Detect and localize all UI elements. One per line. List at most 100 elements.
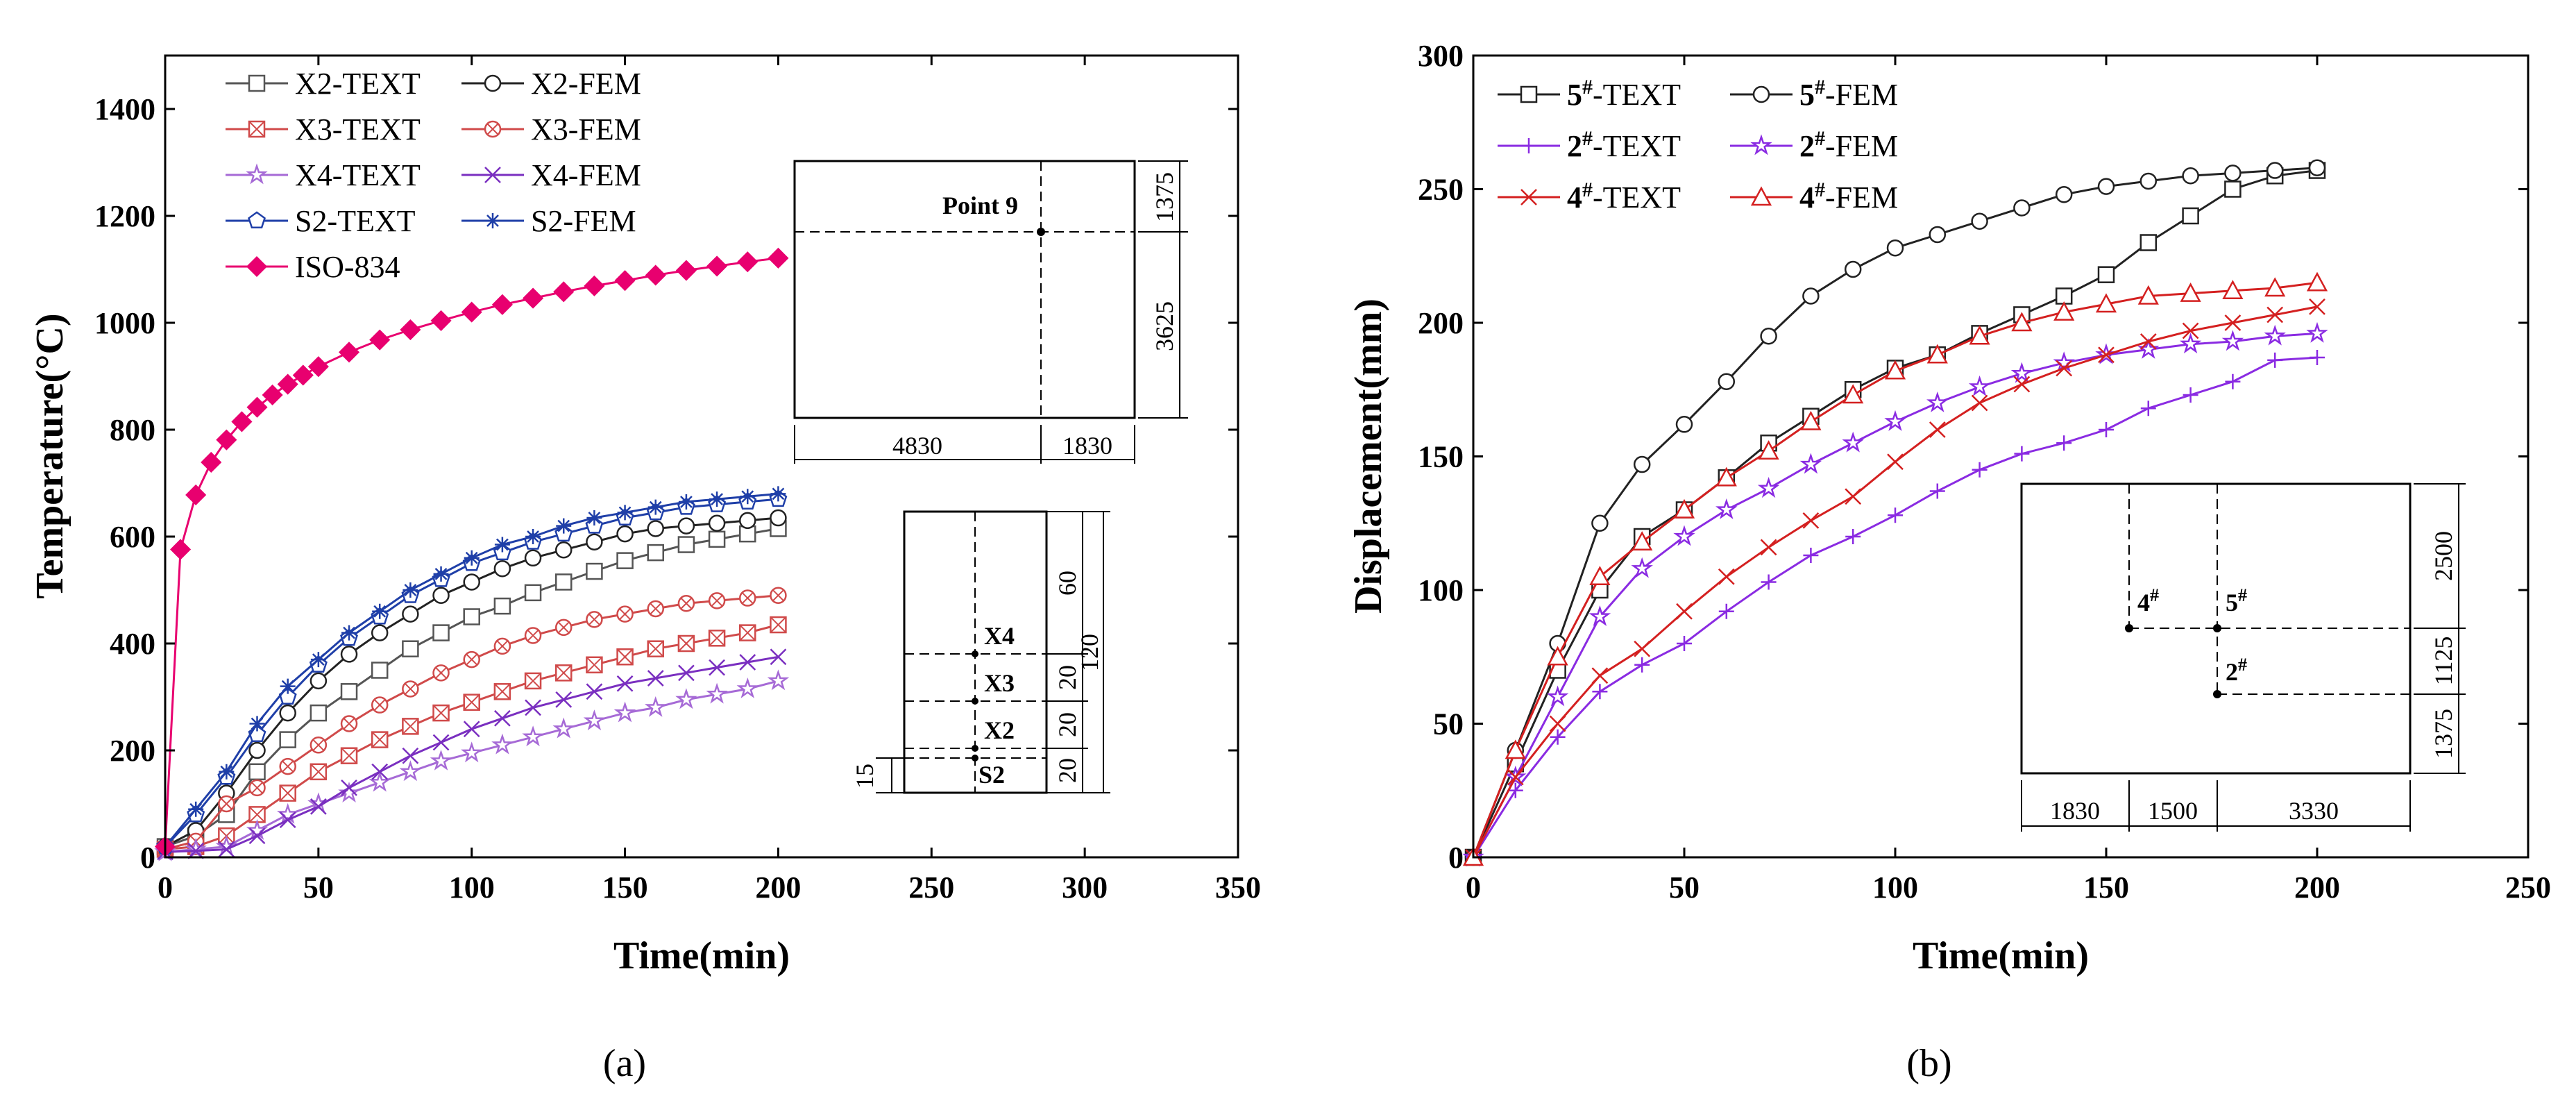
series-iso-834 [154, 247, 789, 857]
data-point [1972, 462, 1988, 478]
x-tick-label: 100 [1872, 870, 1918, 905]
data-point [647, 544, 664, 562]
legend-item: 4#-TEXT [1498, 178, 1681, 214]
data-point [402, 582, 418, 598]
point-9-label: Point 9 [942, 192, 1018, 219]
data-point [647, 499, 663, 515]
series-x4-text [154, 669, 790, 861]
data-point [1760, 328, 1777, 345]
data-point [2097, 178, 2115, 195]
data-point [432, 734, 450, 751]
data-point [1888, 507, 1903, 523]
legend-marker [246, 255, 268, 278]
data-point [310, 737, 328, 754]
data-point [402, 640, 419, 657]
inset-top-dim-4830: 4830 [892, 432, 942, 460]
data-point [218, 795, 235, 813]
data-point [1549, 715, 1566, 732]
point-5-label: 5# [2226, 585, 2247, 616]
data-point [706, 682, 728, 704]
data-point [231, 411, 253, 432]
data-point [340, 646, 358, 663]
data-point [1505, 739, 1526, 759]
data-point [554, 664, 573, 682]
data-point [708, 630, 726, 647]
x-tick-label: 300 [1062, 870, 1108, 905]
data-point [677, 517, 695, 535]
x-tick-label: 150 [2083, 870, 2129, 905]
point-4-label: 4# [2137, 585, 2159, 616]
y-tick-label: 150 [1418, 440, 1464, 474]
data-point [2013, 376, 2031, 393]
legend-marker [484, 167, 501, 183]
data-point [201, 451, 222, 473]
legend-label: S2-FEM [531, 204, 636, 238]
legend-label: 5#-TEXT [1567, 76, 1681, 112]
data-point [709, 491, 725, 507]
data-point [2013, 199, 2031, 217]
data-point [586, 683, 603, 700]
y-tick-label: 200 [110, 734, 155, 768]
legend-item: X3-TEXT [226, 112, 421, 146]
data-point [647, 600, 664, 618]
data-point [2099, 422, 2114, 437]
point-5-marker [2213, 624, 2221, 632]
data-point [1758, 440, 1779, 460]
data-point [770, 616, 787, 634]
data-point [432, 664, 450, 682]
data-point [2056, 360, 2073, 377]
data-point [647, 520, 664, 537]
data-point [1676, 603, 1693, 620]
data-point [248, 763, 266, 781]
legend-label: X4-TEXT [295, 158, 421, 192]
data-point [2011, 312, 2033, 332]
y-tick-label: 400 [110, 627, 155, 661]
data-point [218, 841, 235, 858]
series-x2-fem [156, 509, 787, 855]
data-point [1968, 375, 1991, 396]
inset-b-dim-1375: 1375 [2430, 709, 2457, 759]
point-2-marker [2213, 690, 2221, 698]
data-point [1591, 514, 1609, 532]
legend-item: 5#-FEM [1730, 76, 1898, 112]
data-point [2014, 446, 2030, 462]
data-point [739, 624, 756, 641]
data-point [1969, 325, 1990, 345]
data-point [369, 329, 391, 351]
data-point [1547, 646, 1568, 666]
data-point [371, 662, 389, 679]
data-point [767, 669, 790, 691]
data-point [491, 733, 514, 755]
data-point [402, 747, 419, 764]
x4-point-marker [972, 650, 978, 657]
data-point [2053, 301, 2075, 321]
y-tick-label: 100 [1418, 573, 1464, 607]
data-point [613, 701, 636, 723]
data-point [246, 818, 269, 840]
data-point [552, 717, 575, 739]
data-point [1884, 360, 1906, 380]
legend-marker [246, 163, 268, 185]
data-point [737, 251, 759, 273]
data-point [1886, 239, 1904, 257]
x4-section-label: X4 [984, 622, 1015, 650]
data-point [1803, 547, 1819, 563]
y-tick-label: 800 [110, 413, 155, 447]
data-point [1718, 603, 1734, 619]
x-tick-label: 100 [449, 870, 495, 905]
data-point [310, 798, 327, 815]
y-tick-label: 600 [110, 520, 155, 554]
data-point [368, 771, 391, 792]
data-point [2306, 321, 2328, 343]
panel-a-inset-top-schematic: Point 9 1375 3625 4830 1830 [793, 160, 1188, 464]
series-4-fem [1462, 271, 2328, 866]
legend-item: X3-FEM [461, 112, 641, 146]
data-point [1633, 455, 1651, 473]
data-point [1971, 212, 1988, 230]
data-point [493, 637, 511, 655]
panel-b-legend: 5#-TEXT 5#-FEM 2#-TEXT 2#-FEM 4#-TEXT 4#-FEM [1498, 76, 1898, 214]
legend-item: 2#-TEXT [1498, 127, 1681, 163]
data-point [1761, 574, 1777, 590]
data-point [292, 364, 314, 386]
